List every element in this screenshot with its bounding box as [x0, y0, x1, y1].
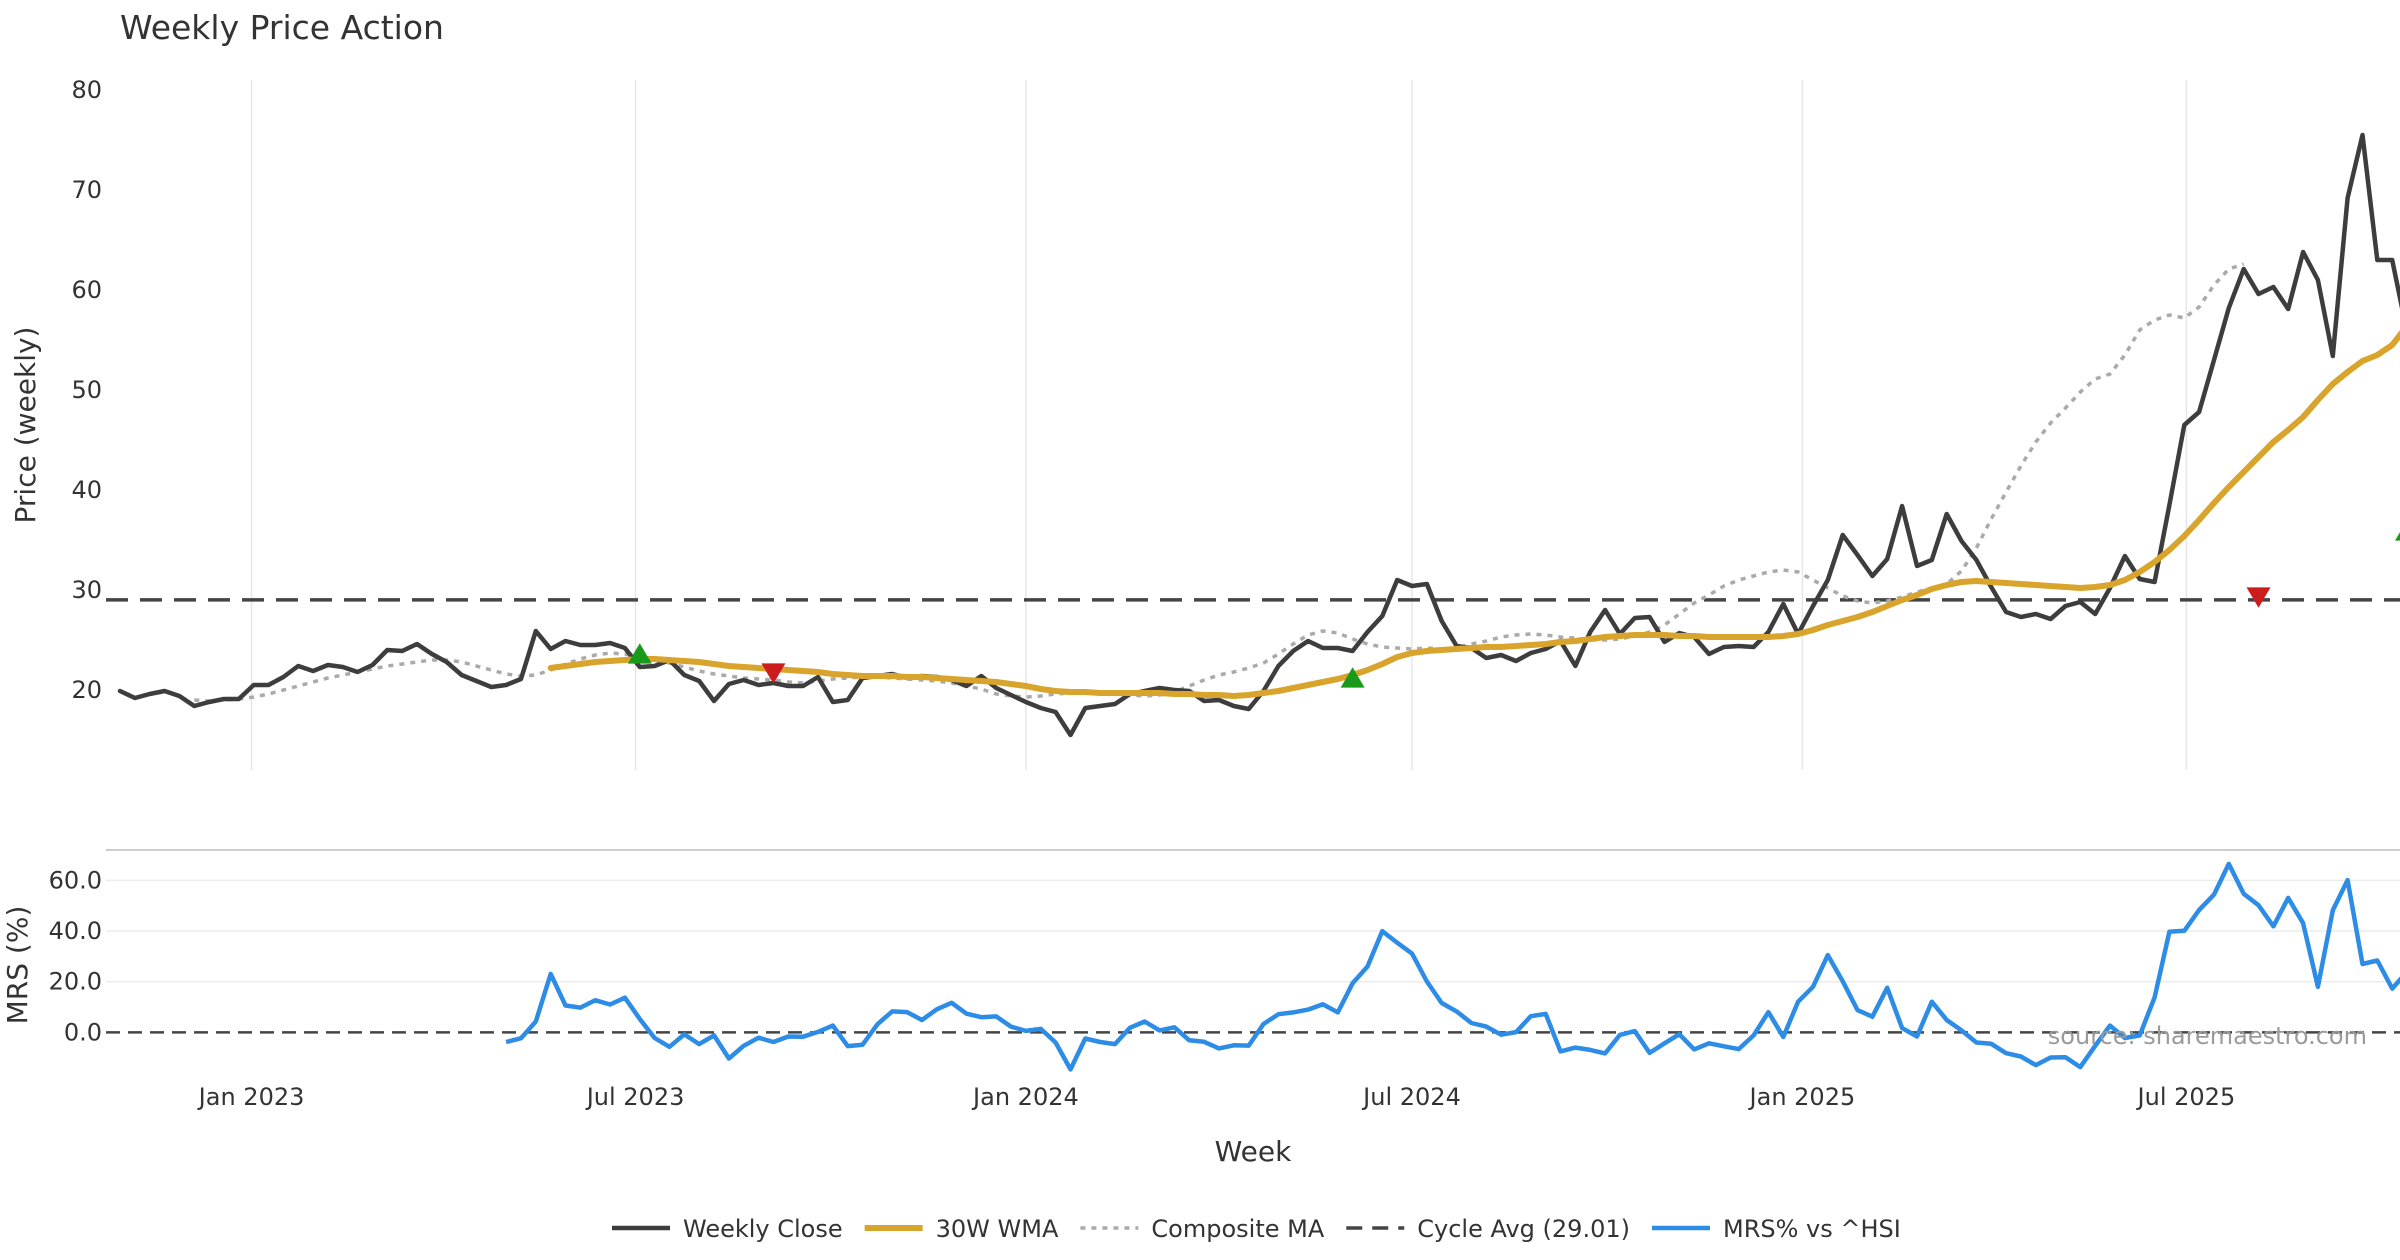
mrs-line	[505, 861, 2400, 1072]
x-tick-label: Jul 2024	[1361, 1083, 1461, 1111]
legend-label: Composite MA	[1151, 1215, 1324, 1243]
wma-30w-line	[547, 330, 2400, 699]
x-axis-label: Week	[1215, 1135, 1292, 1168]
x-tick-label: Jan 2023	[197, 1083, 305, 1111]
legend-label: Weekly Close	[683, 1215, 843, 1243]
legend-label: 30W WMA	[936, 1215, 1059, 1243]
signal-markers	[627, 532, 2400, 688]
source-note: source: sharemaestro.com	[2048, 1022, 2367, 1050]
price-y-tick-label: 80	[71, 76, 102, 104]
price-y-tick-label: 20	[71, 676, 102, 704]
mrs-grid	[106, 879, 2400, 1034]
mrs-y-axis-label: MRS (%)	[1, 906, 34, 1025]
mrs-y-tick-label: 40.0	[49, 917, 102, 945]
x-tick-label: Jul 2025	[2136, 1083, 2236, 1111]
buy-signal-marker	[627, 643, 652, 664]
price-y-tick-label: 50	[71, 376, 102, 404]
price-y-tick-label: 40	[71, 476, 102, 504]
buy-signal-marker	[1340, 667, 1365, 688]
chart-title: Weekly Price Action	[120, 8, 444, 47]
x-tick-label: Jan 2024	[971, 1083, 1079, 1111]
sell-signal-marker	[2246, 587, 2271, 608]
mrs-panel: 0.0 20.0 40.0 60.0 MRS (%) source: sharemae…	[1, 849, 2400, 1072]
price-grid	[250, 80, 2188, 770]
price-y-axis-label: Price (weekly)	[9, 327, 42, 524]
price-y-tick-label: 70	[71, 176, 102, 204]
price-y-axis: 20 30 40 50 60 70 80	[71, 76, 102, 704]
buy-signal-marker	[2395, 532, 2400, 541]
legend-label: MRS% vs ^HSI	[1723, 1215, 1901, 1243]
mrs-y-tick-label: 0.0	[64, 1018, 102, 1046]
price-series-group	[106, 132, 2400, 738]
composite-ma-line	[194, 262, 2245, 703]
x-tick-label: Jan 2025	[1748, 1083, 1856, 1111]
x-axis: Jan 2023 Jul 2023 Jan 2024 Jul 2024 Jan 2025…	[197, 1083, 2236, 1111]
mrs-y-tick-label: 20.0	[49, 968, 102, 996]
mrs-y-tick-label: 60.0	[49, 866, 102, 894]
legend-label: Cycle Avg (29.01)	[1417, 1215, 1630, 1243]
price-panel: 20 30 40 50 60 70 80 Price (weekly)	[9, 76, 2400, 770]
legend: Weekly Close 30W WMA Composite MA Cycle Avg…	[612, 1215, 1901, 1243]
mrs-series-group	[505, 861, 2400, 1072]
price-y-tick-label: 60	[71, 276, 102, 304]
mrs-y-axis: 0.0 20.0 40.0 60.0	[49, 866, 102, 1046]
sell-signal-marker	[761, 663, 786, 684]
weekly-close-line	[117, 132, 2400, 738]
price-y-tick-label: 30	[71, 576, 102, 604]
x-tick-label: Jul 2023	[585, 1083, 685, 1111]
